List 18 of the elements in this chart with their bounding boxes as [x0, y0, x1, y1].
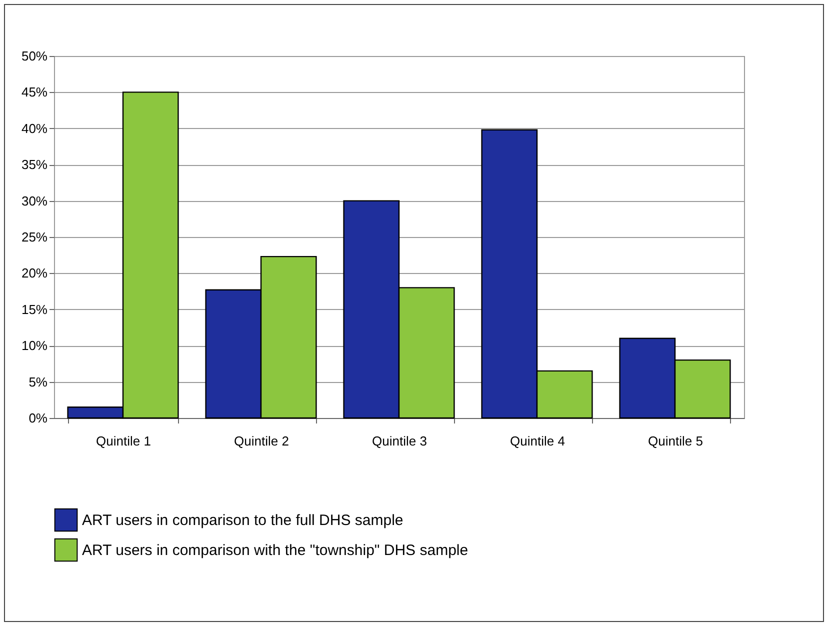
- x-tick-label: Quintile 2: [234, 434, 289, 448]
- y-tick-label: 5%: [28, 374, 48, 390]
- y-tick-label: 40%: [21, 120, 48, 136]
- x-tick-label: Quintile 5: [648, 434, 703, 448]
- x-tick-label: Quintile 3: [372, 434, 427, 448]
- y-tick-label: 45%: [21, 84, 48, 100]
- y-tick-label: 0%: [28, 410, 48, 426]
- x-tick-label: Quintile 4: [510, 434, 565, 448]
- x-tick-label: Quintile 1: [96, 434, 151, 448]
- y-tick-label: 15%: [21, 302, 48, 317]
- y-tick-label: 25%: [21, 230, 48, 244]
- y-tick-label: 50%: [21, 48, 48, 64]
- y-tick-label: 30%: [21, 193, 48, 208]
- y-tick-label: 20%: [21, 266, 48, 281]
- legend-label: ART users in comparison with the "township" DHS sample: [82, 542, 468, 559]
- y-tick-label: 10%: [21, 338, 48, 354]
- y-tick-label: 35%: [21, 157, 48, 172]
- legend-label: ART users in comparison to the full DHS sample: [82, 512, 404, 529]
